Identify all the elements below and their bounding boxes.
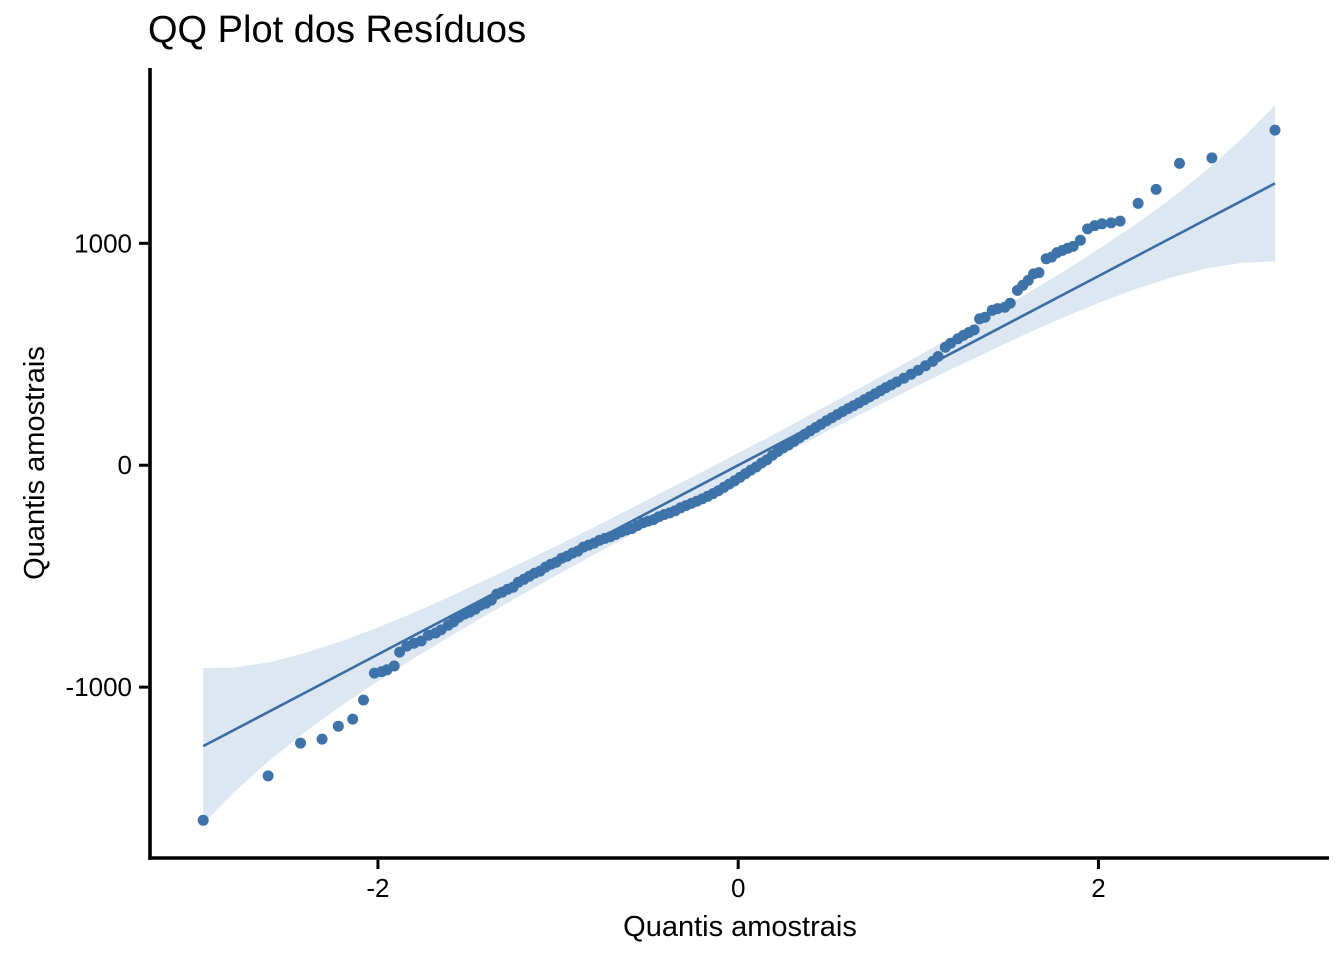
qq-point: [295, 737, 306, 749]
qq-point: [1150, 183, 1162, 195]
y-axis-title: Quantis amostrais: [19, 346, 51, 580]
x-axis-title: Quantis amostrais: [623, 911, 857, 943]
qq-point: [1132, 197, 1144, 209]
qq-point: [388, 660, 400, 672]
qq-point: [968, 324, 980, 336]
qq-point: [332, 720, 344, 732]
qq-point: [979, 311, 991, 323]
qq-point: [1174, 157, 1185, 169]
tick-labels: -2 0 2 -1000 0 1000: [66, 228, 1106, 903]
qq-point: [197, 814, 209, 826]
qq-point: [1114, 215, 1126, 227]
qq-point: [394, 646, 406, 658]
qq-point: [1105, 217, 1117, 229]
qq-point: [316, 733, 328, 745]
qq-point: [1074, 234, 1086, 246]
qq-point: [1004, 297, 1016, 309]
y-tick-label: 0: [118, 450, 132, 480]
qq-point: [262, 770, 274, 782]
axes: [139, 68, 1329, 869]
y-tick-label: 1000: [74, 228, 132, 258]
qq-point: [1033, 267, 1045, 279]
qq-point: [932, 351, 944, 362]
y-tick-label: -1000: [66, 672, 133, 702]
x-tick-label: 2: [1091, 873, 1105, 903]
chart-title: QQ Plot dos Resíduos: [148, 9, 526, 51]
qq-point: [347, 713, 359, 725]
qq-point: [1096, 218, 1108, 230]
x-tick-label: 0: [731, 873, 745, 903]
reference-line: [202, 182, 1276, 748]
x-tick-label: -2: [366, 873, 389, 903]
qq-point: [358, 694, 369, 706]
qq-point: [1067, 240, 1079, 252]
qq-point: [1269, 124, 1281, 136]
qq-points: [197, 124, 1281, 826]
qq-reference-line: [202, 182, 1276, 748]
qq-point: [1206, 152, 1218, 164]
